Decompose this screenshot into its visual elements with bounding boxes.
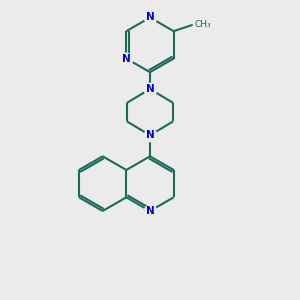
Text: N: N (146, 84, 154, 94)
Text: N: N (146, 13, 154, 22)
Text: N: N (122, 53, 131, 64)
Text: N: N (146, 130, 154, 140)
Text: CH₃: CH₃ (194, 20, 211, 29)
Text: N: N (146, 206, 154, 216)
